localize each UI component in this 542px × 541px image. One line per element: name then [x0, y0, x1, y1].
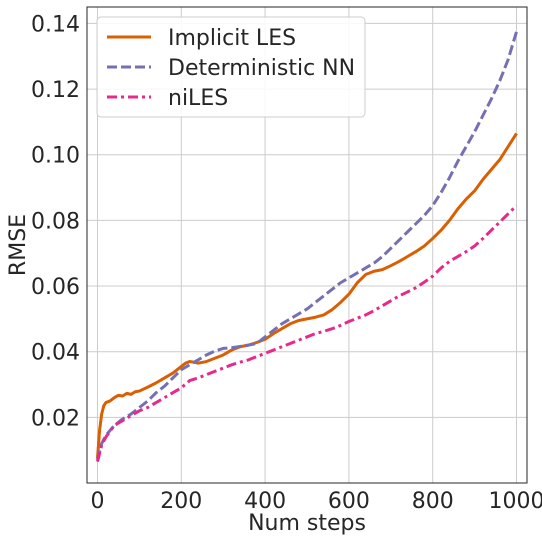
legend-box [96, 16, 366, 118]
x-tick-label: 200 [160, 489, 202, 514]
y-tick-label: 0.04 [31, 341, 80, 366]
legend: Implicit LES Deterministic NN niLES [96, 16, 366, 118]
y-tick-label: 0.08 [31, 209, 80, 234]
x-tick-label: 400 [244, 489, 286, 514]
x-tick-label: 600 [328, 489, 370, 514]
x-tick-label: 1000 [489, 489, 542, 514]
y-tick-label: 0.10 [31, 144, 80, 169]
legend-label: Deterministic NN [168, 56, 355, 81]
x-tick-labels: 0 200 400 600 800 1000 [90, 489, 542, 514]
x-tick-label: 800 [412, 489, 454, 514]
series-line-0 [95, 132, 518, 459]
y-tick-label: 0.12 [31, 78, 80, 103]
y-axis-title: RMSE [6, 214, 31, 276]
x-tick-label: 0 [90, 489, 104, 514]
legend-label: Implicit LES [168, 26, 296, 51]
y-tick-label: 0.14 [31, 12, 80, 37]
plot-frame [86, 6, 528, 484]
x-axis-title: Num steps [248, 511, 366, 536]
y-tick-label: 0.02 [31, 406, 80, 431]
series-line-1 [96, 31, 518, 461]
legend-label: niLES [168, 86, 228, 111]
series-line-2 [96, 204, 518, 463]
y-tick-label: 0.06 [31, 275, 80, 300]
series-group [95, 31, 518, 463]
y-tick-labels: 0.02 0.04 0.06 0.08 0.10 0.12 0.14 [31, 12, 80, 431]
